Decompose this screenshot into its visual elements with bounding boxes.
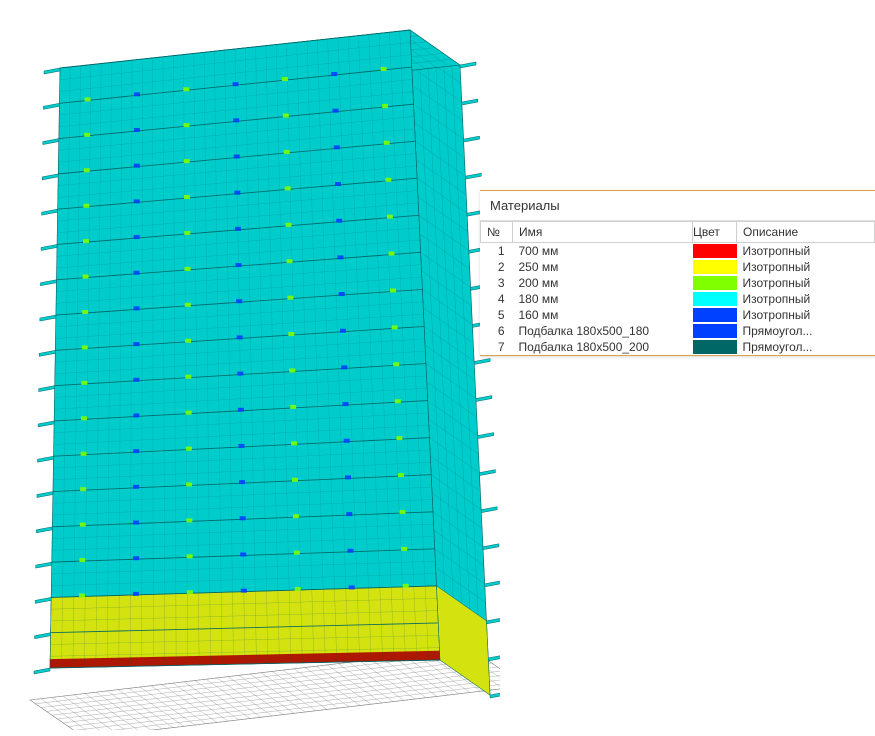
row-description: Изотропный [737,259,875,275]
row-description: Прямоугол... [737,339,875,355]
row-color-swatch [693,291,737,307]
row-name: 250 мм [513,259,693,275]
row-color-swatch [693,307,737,323]
color-swatch [693,324,737,338]
row-number: 5 [481,307,513,323]
materials-col-desc[interactable]: Описание [737,222,875,243]
row-description: Изотропный [737,291,875,307]
row-name: 700 мм [513,243,693,260]
row-number: 6 [481,323,513,339]
row-name: 160 мм [513,307,693,323]
row-color-swatch [693,259,737,275]
row-number: 1 [481,243,513,260]
color-swatch [693,260,737,274]
row-name: 200 мм [513,275,693,291]
materials-header-row: № Имя Цвет Описание [481,222,875,243]
row-number: 7 [481,339,513,355]
materials-table[interactable]: № Имя Цвет Описание 1700 ммИзотропный225… [480,221,875,355]
table-row[interactable]: 5160 мм Изотропный [481,307,875,323]
table-row[interactable]: 6Подбалка 180x500_180 Прямоугол... [481,323,875,339]
row-description: Изотропный [737,243,875,260]
color-swatch [693,308,737,322]
color-swatch [693,340,737,354]
row-number: 2 [481,259,513,275]
row-color-swatch [693,243,737,260]
color-swatch [693,276,737,290]
row-name: Подбалка 180x500_180 [513,323,693,339]
table-row[interactable]: 2250 мм Изотропный [481,259,875,275]
fe-model-3d-view[interactable] [10,10,500,730]
row-description: Изотропный [737,275,875,291]
color-swatch [693,292,737,306]
materials-panel: Материалы № Имя Цвет Описание 1700 мм Изо… [480,190,875,356]
row-name: Подбалка 180x500_200 [513,339,693,355]
row-description: Изотропный [737,307,875,323]
row-number: 4 [481,291,513,307]
row-description: Прямоугол... [737,323,875,339]
table-row[interactable]: 7Подбалка 180x500_200 Прямоугол... [481,339,875,355]
table-row[interactable]: 4180 мм Изотропный [481,291,875,307]
row-color-swatch [693,339,737,355]
row-color-swatch [693,275,737,291]
row-color-swatch [693,323,737,339]
viewport: Материалы № Имя Цвет Описание 1700 мм Изо… [0,0,875,736]
materials-col-color[interactable]: Цвет [693,222,737,243]
row-name: 180 мм [513,291,693,307]
table-row[interactable]: 1700 мм Изотропный [481,243,875,260]
color-swatch [693,244,737,258]
materials-panel-title: Материалы [480,191,875,221]
materials-col-num[interactable]: № [481,222,513,243]
model-canvas [10,10,500,730]
row-number: 3 [481,275,513,291]
table-row[interactable]: 3200 мм Изотропный [481,275,875,291]
materials-col-name[interactable]: Имя [513,222,693,243]
